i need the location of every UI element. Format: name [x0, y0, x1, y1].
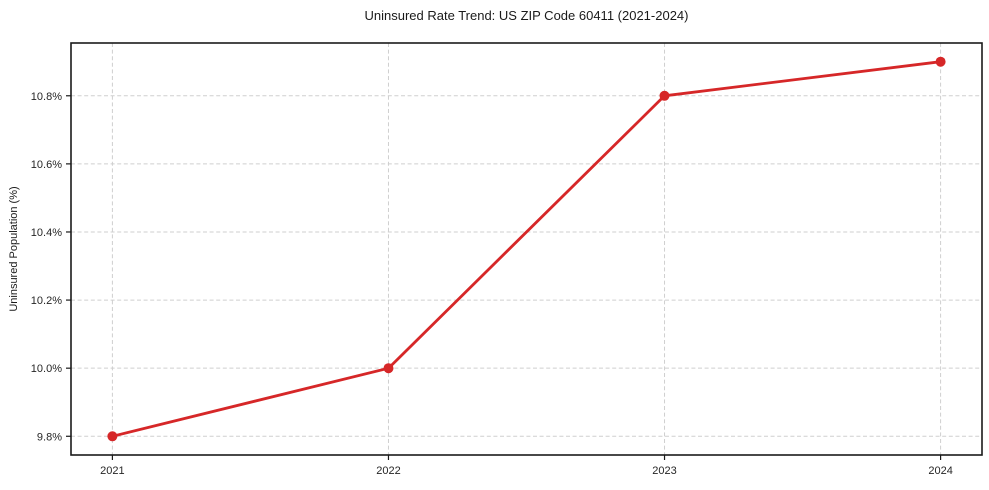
x-tick-label: 2024	[928, 465, 952, 477]
chart-title: Uninsured Rate Trend: US ZIP Code 60411 …	[364, 8, 689, 23]
y-tick-label: 10.4%	[31, 227, 62, 239]
y-tick-label: 9.8%	[37, 431, 62, 443]
y-tick-label: 10.8%	[31, 91, 62, 103]
x-tick-label: 2021	[100, 465, 124, 477]
y-tick-label: 10.0%	[31, 363, 62, 375]
x-tick-label: 2023	[652, 465, 676, 477]
y-tick-label: 10.2%	[31, 295, 62, 307]
x-tick-label: 2022	[376, 465, 400, 477]
data-point-marker	[935, 56, 946, 67]
plot-border	[70, 42, 983, 456]
y-tick-label: 10.6%	[31, 159, 62, 171]
data-point-marker	[659, 90, 670, 101]
data-point-marker	[383, 363, 394, 374]
trend-line	[111, 60, 942, 438]
data-point-marker	[107, 431, 118, 442]
